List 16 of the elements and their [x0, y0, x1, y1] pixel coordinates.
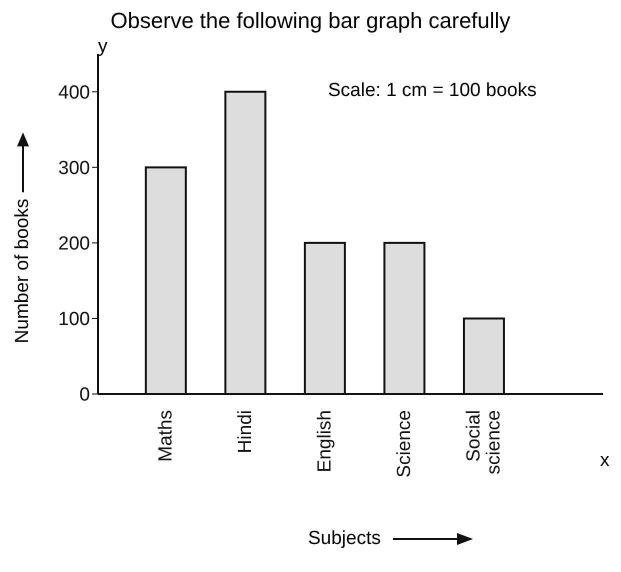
x-tick-label: Science — [394, 410, 416, 478]
y-tick-label: 0 — [79, 384, 90, 406]
annotation: Scale: 1 cm = 100 books — [328, 80, 537, 102]
x-tick-label: English — [314, 410, 336, 472]
y-tick-label: 300 — [58, 158, 90, 180]
y-axis-title: Number of books — [12, 198, 34, 344]
x-tick-label: Maths — [156, 410, 177, 462]
y-tick-label: 200 — [58, 234, 90, 255]
chart-title: Observe the following bar graph carefully — [110, 8, 512, 34]
x-axis-title: Subjects — [308, 528, 381, 550]
y-tick-label: 100 — [58, 309, 90, 330]
y-tick-label: 400 — [58, 82, 90, 104]
x-tick-label: Hindi — [235, 410, 256, 454]
x-tick-label: Social science — [464, 410, 505, 474]
text: x — [600, 450, 610, 472]
text: y — [98, 36, 108, 58]
